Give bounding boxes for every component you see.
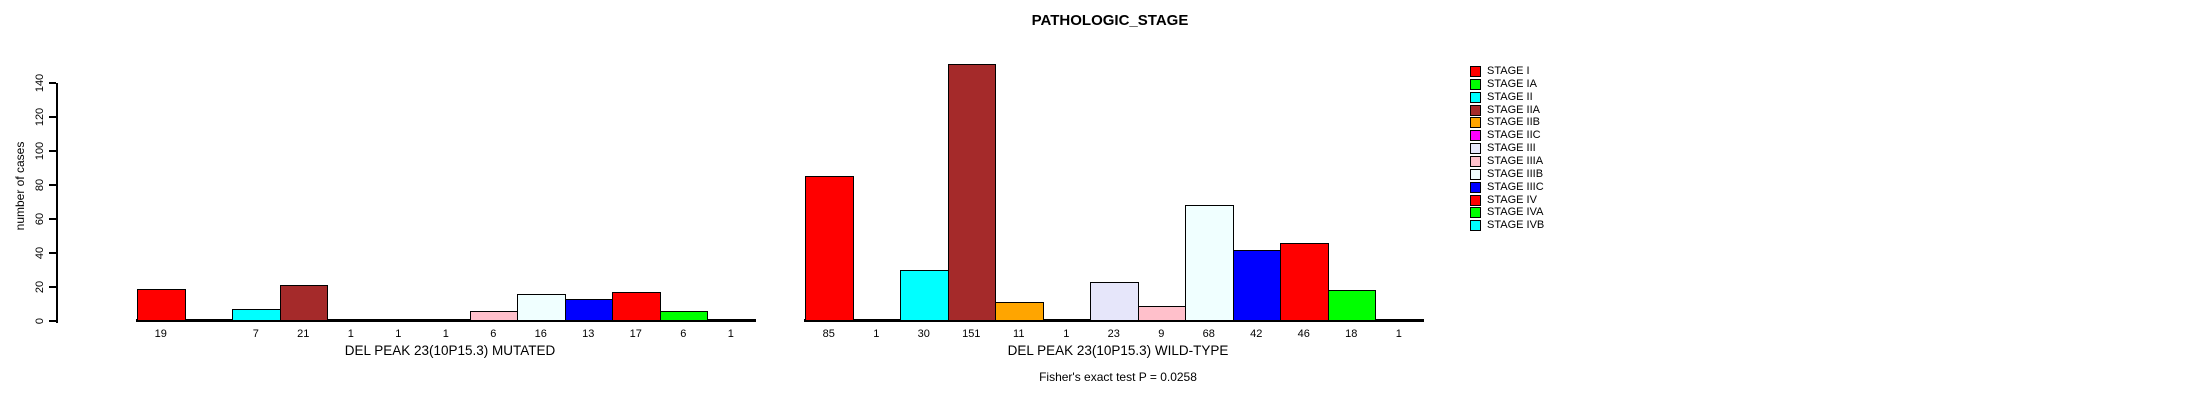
chart-title: PATHOLOGIC_STAGE [1031,12,1189,29]
y-axis-line [56,83,58,323]
bar-value-label: 18 [1345,328,1358,340]
bar-value-label: 6 [490,328,497,340]
y-tick-mark [49,320,56,322]
bar-stage-ia [852,319,901,321]
bar-stage-i [137,289,186,321]
legend-label: STAGE III [1487,142,1536,155]
bar-stage-iiic [564,299,613,321]
bar-value-label: 23 [1107,328,1120,340]
bar-value-label: 1 [442,328,449,340]
bar-value-label: 1 [395,328,402,340]
y-tick-label: 140 [34,73,46,93]
bar-value-label: 6 [680,328,687,340]
bar-value-label: 1 [347,328,354,340]
bar-value-label: 16 [534,328,547,340]
bar-stage-iiib [1185,205,1234,321]
fisher-test-note: Fisher's exact test P = 0.0258 [1039,370,1197,384]
y-tick-mark [49,116,56,118]
bar-stage-ivb [1375,319,1424,321]
legend-label: STAGE IVA [1487,206,1544,219]
bar-stage-iic [374,319,423,321]
legend-label: STAGE IIIB [1487,167,1544,180]
y-tick-label: 20 [34,280,46,294]
bar-value-label: 19 [154,328,167,340]
legend-label: STAGE IIA [1487,103,1540,116]
y-tick-mark [49,218,56,220]
bar-stage-ivb [707,319,756,321]
bar-stage-iv [612,292,661,321]
legend-swatch [1470,78,1481,90]
y-tick-label: 40 [34,246,46,260]
bar-stage-iiia [1137,306,1186,321]
group-label-wildtype: DEL PEAK 23(10P15.3) WILD-TYPE [1007,343,1229,358]
y-tick-mark [49,252,56,254]
bar-value-label: 1 [873,328,880,340]
bar-value-label: 13 [582,328,595,340]
legend-swatch [1470,181,1481,193]
legend-swatch [1470,130,1481,142]
legend-label: STAGE IIIC [1487,180,1544,193]
bar-stage-iiib [517,294,566,321]
legend-label: STAGE I [1487,65,1530,77]
bar-stage-iic [1042,319,1091,321]
y-tick-mark [49,82,56,84]
legend-swatch [1470,104,1481,116]
y-tick-mark [49,286,56,288]
legend-label: STAGE II [1487,90,1533,103]
bar-value-label: 11 [1013,328,1025,340]
y-axis-title: number of cases [13,141,27,231]
bar-stage-iib [995,302,1044,321]
bar-stage-iva [1327,290,1376,321]
y-tick-label: 100 [34,141,46,161]
legend-swatch [1470,143,1481,155]
legend-swatch [1470,66,1481,77]
y-tick-label: 0 [34,317,46,325]
bar-value-label: 1 [1063,328,1070,340]
bar-value-label: 30 [917,328,930,340]
bar-value-label: 1 [1395,328,1402,340]
bar-stage-iv [1280,243,1329,321]
legend-label: STAGE IIC [1487,129,1541,142]
bar-value-label: 42 [1250,328,1263,340]
bar-stage-iva [659,311,708,321]
group-label-mutated: DEL PEAK 23(10P15.3) MUTATED [344,343,556,358]
legend-label: STAGE IVB [1487,219,1545,232]
bar-value-label: 46 [1297,328,1310,340]
legend-swatch [1470,91,1481,103]
bar-stage-iiia [469,311,518,321]
legend-label: STAGE IIB [1487,116,1540,129]
bar-stage-iia [279,285,328,321]
bar-value-label: 85 [822,328,835,340]
bar-value-label: 9 [1158,328,1165,340]
bar-value-label: 151 [962,328,981,340]
bar-stage-iii [1090,282,1139,321]
legend-swatch [1470,220,1481,232]
y-tick-mark [49,150,56,152]
bar-value-label: 21 [297,328,310,340]
bar-value-label: 68 [1202,328,1215,340]
bar-stage-iii [422,319,471,321]
legend-label: STAGE IV [1487,193,1537,206]
bar-stage-iiic [1232,250,1281,321]
bar-stage-ii [232,309,281,321]
y-tick-mark [49,184,56,186]
bar-value-label: 7 [252,328,259,340]
bar-stage-iib [327,319,376,321]
legend-label: STAGE IA [1487,77,1537,90]
bar-value-label: 1 [727,328,734,340]
legend-swatch [1470,168,1481,180]
bar-value-label: 17 [629,328,642,340]
legend-swatch [1470,117,1481,129]
bar-stage-iia [947,64,996,321]
legend-swatch [1470,155,1481,167]
y-tick-label: 80 [34,178,46,192]
y-tick-label: 120 [34,107,46,127]
bar-stage-ii [900,270,949,321]
legend-swatch [1470,207,1481,219]
y-tick-label: 60 [34,212,46,226]
legend-label: STAGE IIIA [1487,154,1544,167]
bar-stage-i [805,176,854,321]
legend-swatch [1470,194,1481,206]
